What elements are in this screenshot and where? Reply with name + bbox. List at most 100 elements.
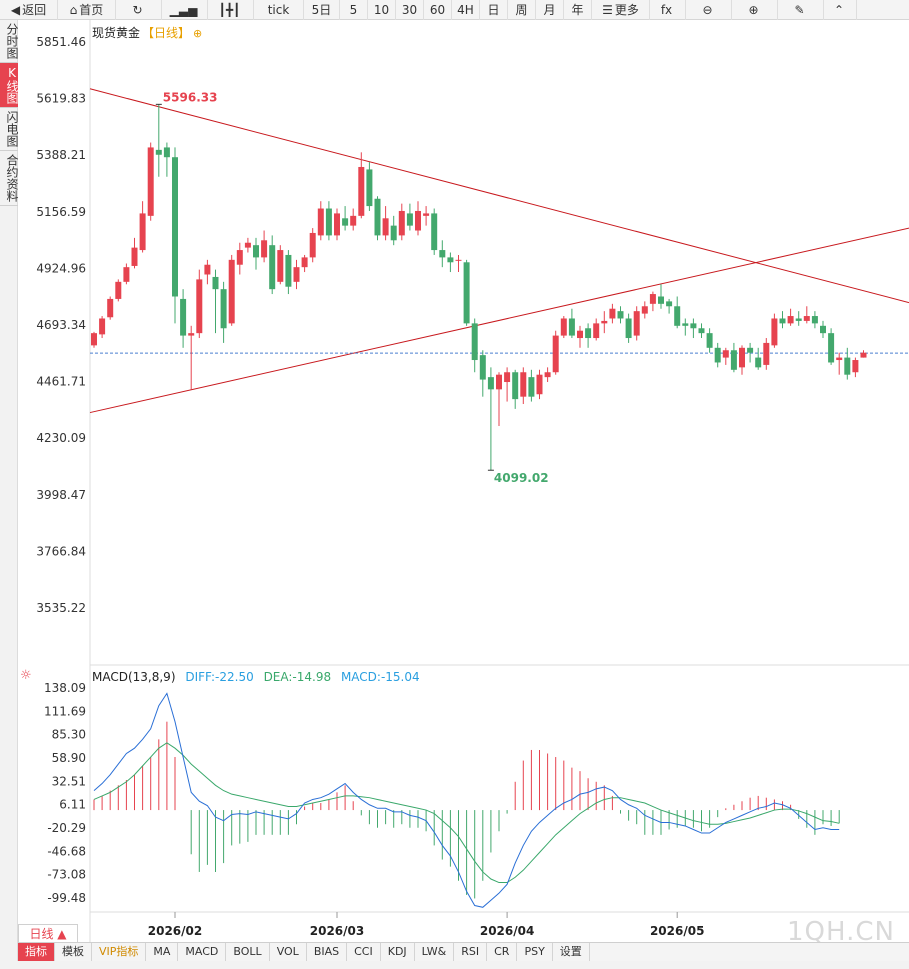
candle-body <box>398 210 405 236</box>
candle-body <box>520 372 527 397</box>
candle-body <box>406 213 413 226</box>
period-10-button[interactable]: 10 <box>368 0 396 20</box>
candle-body <box>285 254 292 287</box>
candle-body <box>131 247 138 266</box>
home-button[interactable]: ⌂ 首页 <box>58 0 116 20</box>
candle-body <box>593 323 600 339</box>
indicator-tab-模板[interactable]: 模板 <box>55 943 92 961</box>
bar-chart-button[interactable]: ▁▃▅ <box>162 0 208 20</box>
candle-body <box>739 347 745 368</box>
macd-tick-label: 138.09 <box>44 681 86 695</box>
toolbar-label: 10 <box>373 2 390 17</box>
candle-body <box>471 323 478 361</box>
price-tick-label: 5619.83 <box>36 92 86 106</box>
candle-body <box>301 257 308 268</box>
period-日-button[interactable]: 日 <box>480 0 508 20</box>
sidebar-tab-2[interactable]: 闪电图 <box>0 108 19 151</box>
candle-body <box>795 318 802 321</box>
sidebar-tab-0[interactable]: 分时图 <box>0 20 19 63</box>
indicator-tab-指标[interactable]: 指标 <box>18 943 55 961</box>
indicator-tab-kdj[interactable]: KDJ <box>381 943 415 961</box>
macd-legend: MACD(13,8,9) DIFF:-22.50 DEA:-14.98 MACD… <box>92 670 426 684</box>
toolbar-label: 30 <box>401 2 418 17</box>
period-tick-button[interactable]: tick <box>254 0 304 20</box>
indicator-tab-boll[interactable]: BOLL <box>226 943 270 961</box>
period-selector-tab[interactable]: 日线 ▲ <box>18 924 78 943</box>
diff-line <box>93 692 840 908</box>
chart-title: 现货黄金 【日线】 ⊕ <box>92 24 202 41</box>
indicator-tab-lw&[interactable]: LW& <box>415 943 455 961</box>
candle-body <box>188 333 195 336</box>
indicator-tab-vol[interactable]: VOL <box>270 943 307 961</box>
candle-body <box>382 218 389 236</box>
candle-body <box>139 213 146 251</box>
indicator-tab-ma[interactable]: MA <box>146 943 179 961</box>
period-label: 【日线】 <box>142 26 191 40</box>
pen-button[interactable]: ✎ <box>778 0 824 20</box>
candle-body <box>771 318 778 346</box>
zoom-out-button[interactable]: ⊖ <box>686 0 732 20</box>
sidebar-tab-3[interactable]: 合约资料 <box>0 151 19 206</box>
back-arrow-button[interactable]: ◀ 返回 <box>0 0 58 20</box>
zoom-in-button[interactable]: ⊕ <box>732 0 778 20</box>
price-tick-label: 4693.34 <box>36 318 86 332</box>
date-label: 2026/04 <box>480 924 534 938</box>
candle-body <box>828 333 835 363</box>
indicator-tab-rsi[interactable]: RSI <box>454 943 488 961</box>
candle-body <box>269 245 276 290</box>
menu-button[interactable]: ☰ 更多 <box>592 0 650 20</box>
period-5-button[interactable]: 5 <box>340 0 368 20</box>
toolbar-label: 更多 <box>614 3 639 17</box>
candle-body <box>155 149 162 155</box>
period-年-button[interactable]: 年 <box>564 0 592 20</box>
period-4H-button[interactable]: 4H <box>452 0 480 20</box>
refresh-icon: ↻ <box>132 2 143 17</box>
candle-body <box>649 294 656 304</box>
period-60-button[interactable]: 60 <box>424 0 452 20</box>
candle-body <box>253 245 259 258</box>
candlestick-series <box>91 104 867 471</box>
macd-diff-value: DIFF:-22.50 <box>185 670 254 684</box>
period-5日-button[interactable]: 5日 <box>304 0 340 20</box>
macd-tick-label: -73.08 <box>47 868 86 882</box>
macd-settings-icon[interactable]: ☼ <box>20 668 32 683</box>
formula-button[interactable]: fx <box>650 0 686 20</box>
period-30-button[interactable]: 30 <box>396 0 424 20</box>
indicator-tab-cci[interactable]: CCI <box>347 943 381 961</box>
candle-body <box>261 240 268 258</box>
candle-body <box>204 264 211 275</box>
indicator-tab-cr[interactable]: CR <box>487 943 518 961</box>
candlestick-button[interactable]: ┃╋┃ <box>208 0 254 20</box>
period-周-button[interactable]: 周 <box>508 0 536 20</box>
candle-body <box>617 311 624 319</box>
indicator-tab-bias[interactable]: BIAS <box>307 943 348 961</box>
indicator-tab-vip指标[interactable]: VIP指标 <box>92 943 147 961</box>
sidebar-tab-1[interactable]: K线图 <box>0 63 19 108</box>
chart-type-sidebar: 分时图 K线图 闪电图 合约资料 <box>0 20 19 965</box>
candle-body <box>334 213 340 236</box>
candle-body <box>317 208 324 236</box>
indicator-tab-psy[interactable]: PSY <box>517 943 553 961</box>
indicator-tab-macd[interactable]: MACD <box>178 943 227 961</box>
candle-body <box>342 218 349 226</box>
candle-body <box>811 316 818 324</box>
collapse-button[interactable]: ⌃ <box>824 0 857 20</box>
candle-body <box>674 306 681 326</box>
pen-icon: ✎ <box>794 2 805 17</box>
indicator-settings-icon[interactable]: ⊕ <box>193 27 203 40</box>
candle-body <box>244 242 251 248</box>
price-chart[interactable]: 5851.46 5619.83 5388.21 5156.59 4924.96 4693.… <box>0 0 909 942</box>
candle-body <box>309 232 316 258</box>
refresh-button[interactable]: ↻ <box>116 0 162 20</box>
indicator-tab-设置[interactable]: 设置 <box>553 943 590 961</box>
candle-body <box>228 259 235 324</box>
period-月-button[interactable]: 月 <box>536 0 564 20</box>
candle-body <box>496 374 502 390</box>
candle-body <box>366 169 373 207</box>
candle-body <box>722 350 729 358</box>
candle-body <box>747 347 754 353</box>
candle-body <box>860 352 867 358</box>
candle-body <box>439 250 446 258</box>
candle-body <box>633 311 640 336</box>
candle-body <box>277 250 284 282</box>
